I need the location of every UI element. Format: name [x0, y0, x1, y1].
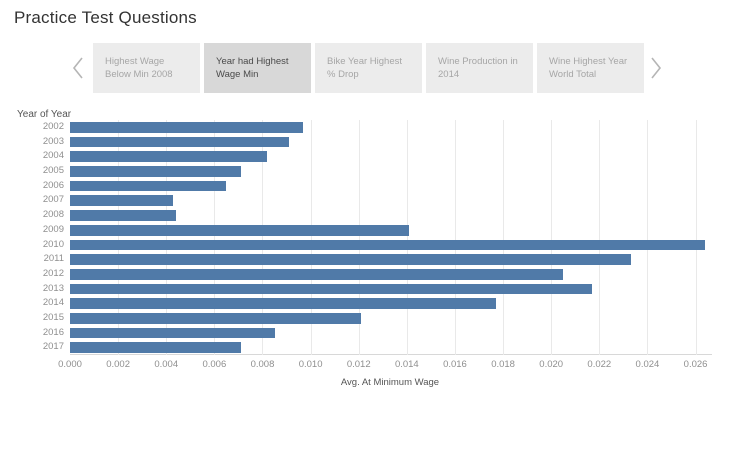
tab-wine-highest-year-world-total[interactable]: Wine Highest Year World Total — [537, 43, 644, 93]
bar-2009[interactable] — [70, 224, 410, 236]
tab-list: Highest Wage Below Min 2008 Year had High… — [93, 43, 644, 93]
y-axis-label-2008: 2008 — [42, 209, 64, 221]
y-axis-label-2003: 2003 — [42, 135, 64, 147]
tab-label: Bike Year Highest % Drop — [327, 56, 402, 81]
y-axis-label-2015: 2015 — [42, 311, 64, 323]
bar-2008[interactable] — [70, 210, 176, 221]
chevron-left-icon[interactable] — [70, 56, 86, 80]
tab-label: Highest Wage Below Min 2008 — [105, 56, 173, 81]
x-tick-label: 0.004 — [154, 359, 179, 370]
y-axis-label-2005: 2005 — [42, 165, 64, 177]
page-title: Practice Test Questions — [14, 8, 197, 27]
bar-2005[interactable] — [70, 166, 241, 177]
bar-2013[interactable] — [70, 283, 593, 295]
gridline — [647, 120, 649, 355]
y-axis-label-2013: 2013 — [42, 282, 64, 294]
x-tick-label: 0.020 — [539, 359, 564, 370]
y-axis-label-2012: 2012 — [42, 267, 64, 279]
y-axis-label-2016: 2016 — [42, 326, 64, 338]
y-axis-label-2007: 2007 — [42, 194, 64, 206]
x-axis-title: Avg. At Minimum Wage — [340, 377, 440, 388]
gridline — [166, 120, 168, 355]
x-tick-label: 0.008 — [250, 359, 275, 370]
bar-2003[interactable] — [70, 136, 289, 148]
x-tick-label: 0.000 — [58, 359, 82, 370]
bar-2002[interactable] — [70, 122, 304, 133]
tab-wine-production-in-2014[interactable]: Wine Production in 2014 — [426, 43, 533, 93]
bar-2007[interactable] — [70, 195, 174, 207]
y-axis-label-2006: 2006 — [42, 179, 64, 191]
gridline — [599, 120, 601, 355]
y-axis-label-2009: 2009 — [42, 223, 64, 235]
tab-label: Wine Production in 2014 — [438, 56, 518, 81]
tab-label: Wine Highest Year World Total — [549, 56, 628, 81]
x-axis-ticks: 0.000 0.002 0.004 0.006 0.008 0.010 0.012 0.014… — [58, 359, 710, 371]
y-axis-label-2002: 2002 — [42, 121, 64, 132]
gridline — [214, 120, 216, 355]
y-axis-title: Year of Year — [17, 109, 72, 120]
gridline — [262, 120, 264, 355]
gridline — [118, 120, 120, 355]
bar-2016[interactable] — [70, 327, 275, 339]
bar-2006[interactable] — [70, 180, 227, 192]
x-tick-label: 0.024 — [635, 359, 660, 370]
chevron-right-icon[interactable] — [648, 56, 664, 80]
tab-label: Year had Highest Wage Min — [216, 56, 289, 81]
bar-2011[interactable] — [70, 254, 631, 265]
x-tick-label: 0.010 — [298, 359, 323, 370]
gridline — [358, 120, 360, 355]
x-tick-label: 0.026 — [683, 359, 708, 370]
x-tick-label: 0.018 — [491, 359, 515, 370]
gridline — [503, 120, 505, 355]
x-tick-label: 0.006 — [202, 359, 227, 370]
gridline — [310, 120, 312, 355]
bar-2010[interactable] — [70, 239, 706, 251]
y-axis-label-2010: 2010 — [42, 238, 64, 250]
bar-2015[interactable] — [70, 312, 362, 324]
gridline — [695, 120, 697, 355]
gridline — [454, 120, 456, 355]
bar-2014[interactable] — [70, 298, 496, 309]
tab-bar: Highest Wage Below Min 2008 Year had High… — [0, 43, 736, 93]
gridline — [551, 120, 553, 355]
x-tick-label: 0.022 — [587, 359, 612, 370]
tab-highest-wage-below-min-2008[interactable]: Highest Wage Below Min 2008 — [93, 43, 200, 93]
y-axis-label-2011: 2011 — [43, 253, 64, 265]
tab-year-had-highest-wage-min[interactable]: Year had Highest Wage Min — [204, 43, 311, 93]
x-tick-label: 0.002 — [106, 359, 130, 370]
y-axis-label-2004: 2004 — [42, 150, 64, 162]
y-axis-labels: 2002 2003 2004 2005 2006 2007 2008 2009 2010 2011… — [0, 120, 64, 355]
tab-bike-year-highest-drop[interactable]: Bike Year Highest % Drop — [315, 43, 422, 93]
y-axis-label-2017: 2017 — [42, 341, 64, 353]
x-tick-label: 0.012 — [346, 359, 371, 370]
bar-2004[interactable] — [70, 151, 268, 163]
gridline — [406, 120, 408, 355]
x-tick-label: 0.014 — [394, 359, 419, 370]
x-tick-label: 0.016 — [443, 359, 467, 370]
bar-chart-plot — [70, 120, 712, 355]
bar-2012[interactable] — [70, 268, 564, 280]
y-axis-label-2014: 2014 — [42, 297, 64, 309]
bar-2017[interactable] — [70, 342, 241, 353]
x-axis-line — [70, 354, 712, 355]
